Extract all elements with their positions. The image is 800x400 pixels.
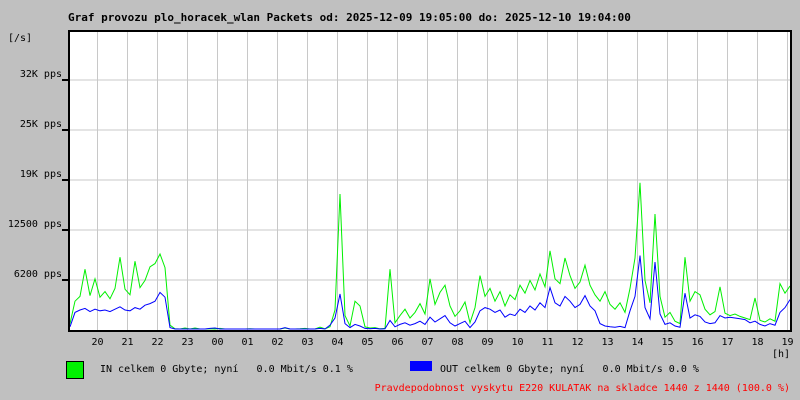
- x-tick-label: 01: [241, 337, 254, 348]
- legend-in-swatch: [66, 361, 84, 379]
- chart-canvas: [70, 32, 790, 330]
- y-tick-mark: [62, 79, 68, 81]
- x-tick-label: 21: [121, 337, 134, 348]
- x-tick-label: 20: [91, 337, 104, 348]
- y-axis-unit-label: [/s]: [8, 33, 33, 44]
- x-tick-label: 14: [631, 337, 644, 348]
- x-tick-label: 04: [331, 337, 344, 348]
- x-tick-label: 15: [661, 337, 674, 348]
- y-tick-label: 25K pps: [19, 119, 62, 130]
- legend-out-label: OUT celkem 0 Gbyte; nyní 0.0 Mbit/s 0.0 …: [440, 364, 699, 375]
- x-tick-label: 03: [301, 337, 314, 348]
- x-tick-label: 17: [721, 337, 734, 348]
- x-tick-label: 08: [451, 337, 464, 348]
- y-tick-mark: [62, 229, 68, 231]
- x-tick-label: 12: [571, 337, 584, 348]
- x-tick-label: 18: [751, 337, 764, 348]
- plot-area: [68, 30, 792, 332]
- x-tick-label: 10: [511, 337, 524, 348]
- x-tick-label: 19: [781, 337, 794, 348]
- y-tick-mark: [62, 129, 68, 131]
- y-tick-label: 19K pps: [19, 169, 62, 180]
- out-series-line: [70, 255, 790, 330]
- y-tick-mark: [62, 179, 68, 181]
- y-tick-label: 6200 pps: [13, 269, 62, 280]
- legend-out-swatch: [410, 361, 432, 371]
- legend-in-label: IN celkem 0 Gbyte; nyní 0.0 Mbit/s 0.1 %: [100, 364, 353, 375]
- x-tick-label: 23: [181, 337, 194, 348]
- x-tick-label: 13: [601, 337, 614, 348]
- x-tick-label: 05: [361, 337, 374, 348]
- y-tick-label: 12500 pps: [7, 219, 62, 230]
- y-tick-mark: [62, 279, 68, 281]
- y-tick-label: 32K pps: [19, 69, 62, 80]
- x-tick-label: 02: [271, 337, 284, 348]
- x-axis-unit-label: [h]: [771, 349, 790, 360]
- graph-title: Graf provozu plo_horacek_wlan Packets od…: [68, 11, 631, 24]
- x-tick-label: 22: [151, 337, 164, 348]
- x-tick-label: 07: [421, 337, 434, 348]
- x-tick-label: 00: [211, 337, 224, 348]
- x-tick-label: 06: [391, 337, 404, 348]
- x-tick-label: 09: [481, 337, 494, 348]
- in-series-line: [70, 182, 790, 330]
- availability-note: Pravdepodobnost vyskytu E220 KULATAK na …: [374, 383, 790, 394]
- x-tick-label: 11: [541, 337, 554, 348]
- x-tick-label: 16: [691, 337, 704, 348]
